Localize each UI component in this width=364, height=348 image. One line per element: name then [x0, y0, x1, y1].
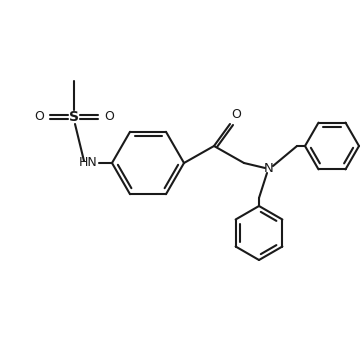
Text: O: O [231, 108, 241, 121]
Text: HN: HN [79, 157, 98, 169]
Text: O: O [34, 111, 44, 124]
Text: O: O [104, 111, 114, 124]
Text: S: S [69, 110, 79, 124]
Text: N: N [264, 161, 274, 174]
